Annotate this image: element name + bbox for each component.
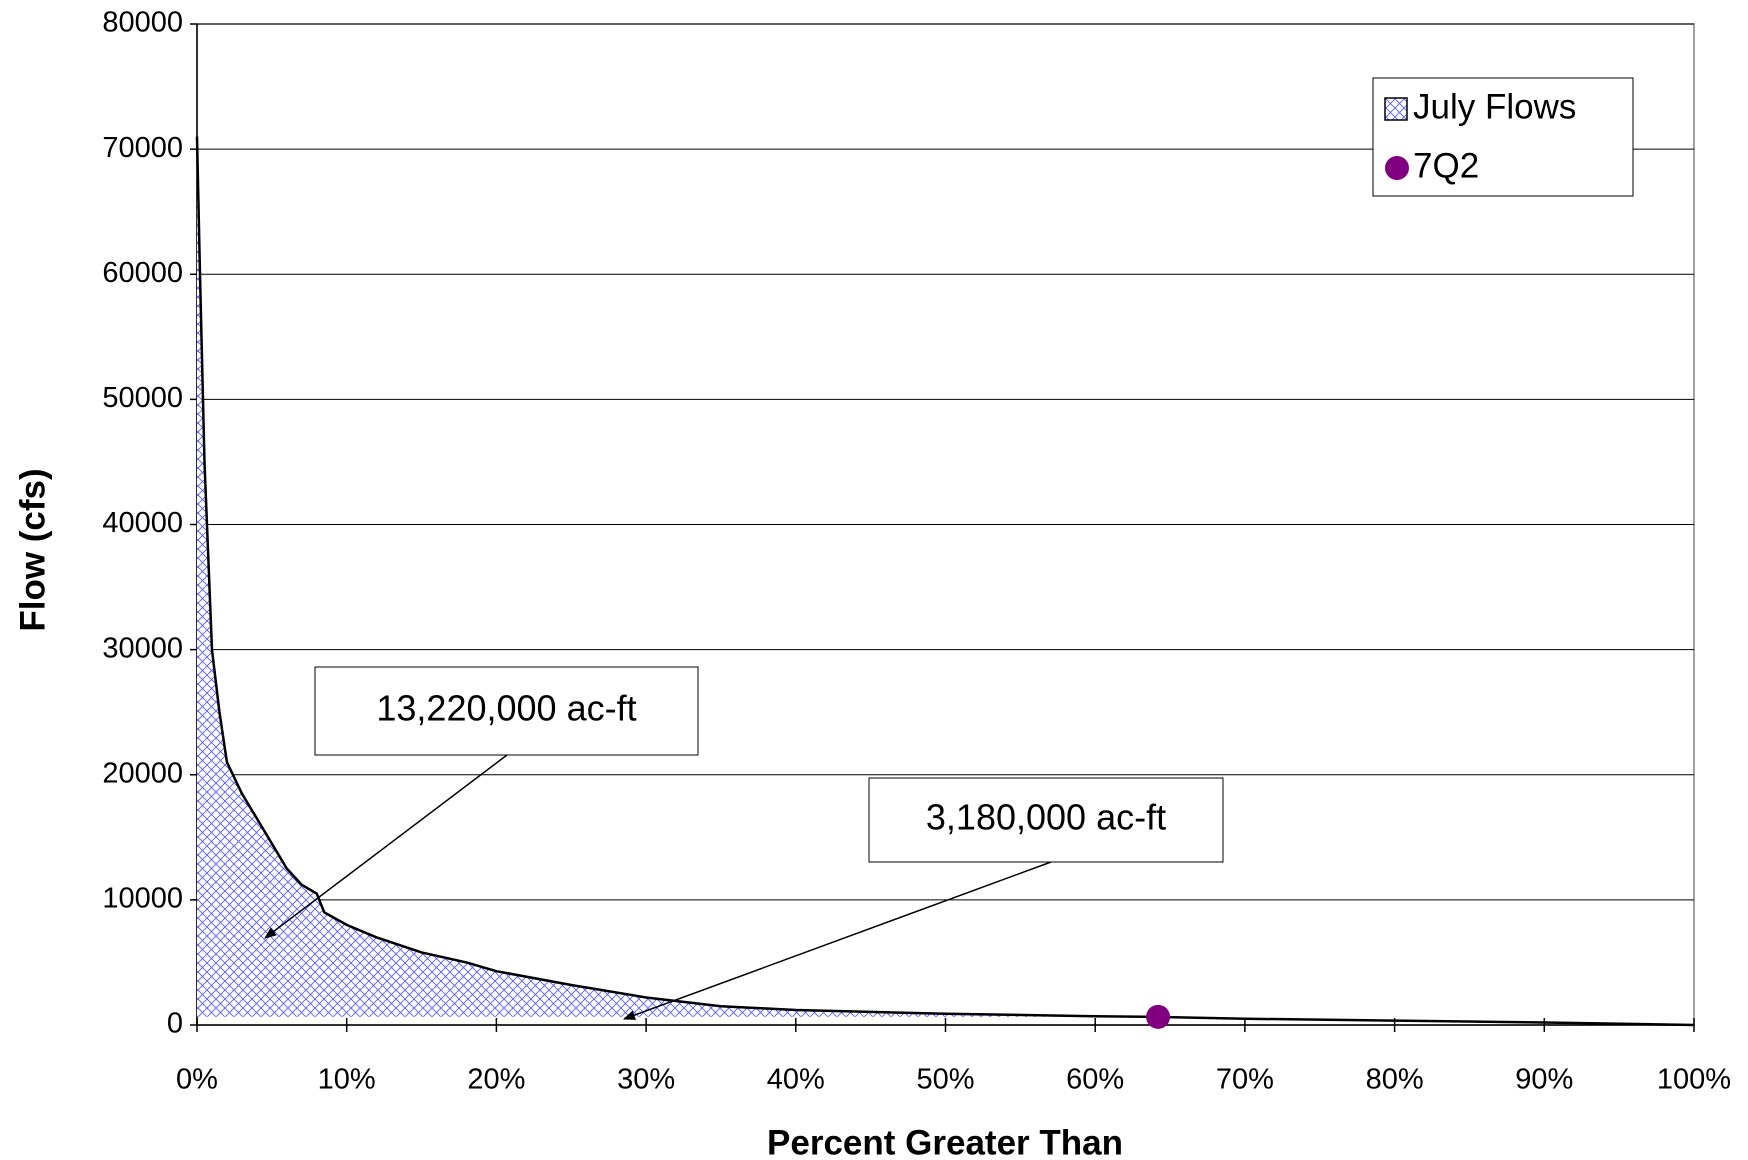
x-tick-label: 0% — [176, 1064, 218, 1096]
x-tick-label: 60% — [1066, 1064, 1124, 1096]
area-fill — [197, 136, 1694, 1017]
annotation-arrow — [264, 754, 508, 939]
legend-swatch — [1385, 156, 1409, 180]
annotation-arrow — [623, 861, 1052, 1020]
legend-box — [1372, 77, 1634, 197]
x-tick-label: 10% — [318, 1064, 376, 1096]
annotation-text: 13,220,000 ac-ft — [376, 688, 636, 729]
x-tick-label: 80% — [1366, 1064, 1424, 1096]
legend-swatch — [1384, 97, 1408, 121]
x-tick-label: 30% — [617, 1064, 675, 1096]
y-tick-label: 80000 — [102, 7, 183, 39]
x-tick-label: 40% — [767, 1064, 825, 1096]
y-tick-label: 0 — [167, 1008, 183, 1040]
annotation-box — [868, 777, 1224, 863]
annotation-box — [314, 666, 699, 756]
y-tick-label: 20000 — [102, 757, 183, 789]
legend-label: July Flows — [1413, 87, 1576, 126]
y-tick-label: 40000 — [102, 507, 183, 539]
area-line — [195, 136, 1695, 1027]
y-tick-label: 60000 — [102, 257, 183, 289]
x-tick-label: 70% — [1216, 1064, 1274, 1096]
y-axis-title: Flow (cfs) — [13, 468, 52, 631]
y-tick-label: 50000 — [102, 382, 183, 414]
x-tick-label: 50% — [916, 1064, 974, 1096]
x-axis-title: Percent Greater Than — [767, 1123, 1123, 1160]
x-tick-label: 20% — [467, 1064, 525, 1096]
y-tick-label: 30000 — [102, 632, 183, 664]
legend-label: 7Q2 — [1413, 146, 1479, 185]
y-tick-label: 70000 — [102, 132, 183, 164]
point — [1146, 1004, 1171, 1029]
x-tick-label: 90% — [1515, 1064, 1573, 1096]
y-tick-label: 10000 — [102, 883, 183, 915]
x-tick-label: 100% — [1657, 1064, 1731, 1096]
annotation-text: 3,180,000 ac-ft — [926, 797, 1166, 838]
